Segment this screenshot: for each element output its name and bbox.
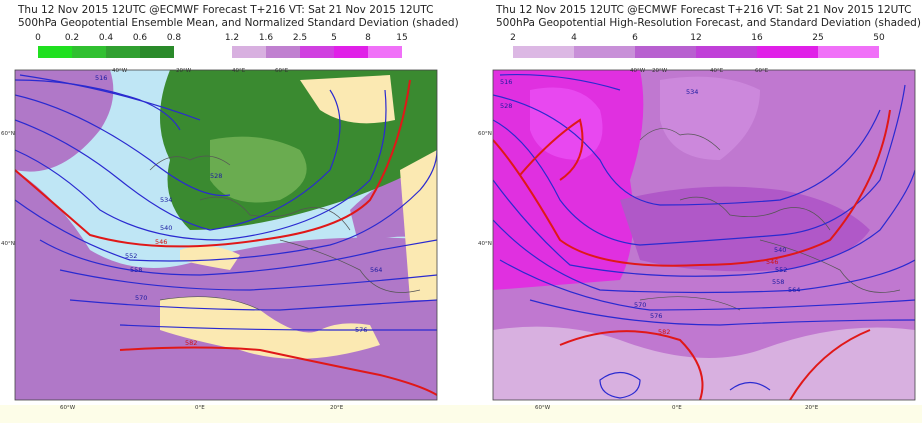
lon-label: 40°W — [630, 68, 646, 74]
legend-label: 1.6 — [259, 33, 274, 43]
lon-label: 20°E — [330, 405, 344, 411]
contour-label: 540 — [774, 246, 786, 254]
subtitle: 500hPa Geopotential Ensemble Mean, and N… — [18, 17, 459, 29]
contour-label: 576 — [355, 326, 367, 334]
legend-label: 0.4 — [99, 33, 114, 43]
contour-label: 558 — [772, 278, 784, 286]
lon-label: 20°W — [652, 68, 668, 74]
lon-label: 60°E — [755, 68, 769, 74]
contour-label: 570 — [634, 301, 646, 309]
footer-band — [0, 405, 922, 423]
contour-label: 552 — [775, 266, 787, 274]
legend-label: 2 — [510, 33, 516, 43]
legend-label: 8 — [365, 33, 371, 43]
contour-label: 534 — [686, 88, 698, 96]
legend-label: 0.2 — [65, 33, 79, 43]
lat-label: 60°N — [478, 131, 492, 137]
left-panel: Thu 12 Nov 2015 12UTC @ECMWF Forecast T+… — [1, 4, 459, 411]
colorbar: 0 0.2 0.4 0.6 0.8 1.2 1.6 2.5 5 8 15 — [35, 33, 408, 58]
legend-label: 12 — [690, 33, 701, 43]
contour-label: 534 — [160, 196, 172, 204]
contour-label: 516 — [95, 74, 107, 82]
contour-label: 558 — [130, 266, 142, 274]
title: Thu 12 Nov 2015 12UTC @ECMWF Forecast T+… — [495, 4, 911, 16]
colorbar: 2 4 6 12 16 25 50 — [510, 33, 885, 58]
lat-label: 40°N — [1, 241, 15, 247]
title: Thu 12 Nov 2015 12UTC @ECMWF Forecast T+… — [17, 4, 433, 16]
lon-label: 60°W — [60, 405, 76, 411]
legend-label: 0.6 — [133, 33, 148, 43]
legend-label: 25 — [812, 33, 823, 43]
subtitle: 500hPa Geopotential High-Resolution Fore… — [496, 17, 921, 29]
contour-label: 546 — [766, 258, 778, 266]
legend-label: 6 — [632, 33, 638, 43]
map — [15, 70, 437, 400]
lon-label: 40°E — [710, 68, 724, 74]
lon-label: 60°W — [535, 405, 551, 411]
legend-label: 16 — [751, 33, 763, 43]
contour-label: 582 — [185, 339, 197, 347]
lon-label: 60°E — [275, 68, 289, 74]
contour-label: 570 — [135, 294, 147, 302]
contour-label: 582 — [658, 328, 670, 336]
contour-label: 576 — [650, 312, 662, 320]
contour-label: 516 — [500, 78, 512, 86]
lat-label: 40°N — [478, 241, 492, 247]
lon-label: 0°E — [195, 405, 205, 411]
legend-label: 1.2 — [225, 33, 239, 43]
lon-label: 20°E — [805, 405, 819, 411]
lon-label: 0°E — [672, 405, 682, 411]
contour-label: 540 — [160, 224, 172, 232]
legend-label: 4 — [571, 33, 577, 43]
legend-label: 15 — [396, 33, 407, 43]
legend-label: 5 — [331, 33, 337, 43]
contour-label: 552 — [125, 252, 137, 260]
contour-label: 528 — [210, 172, 222, 180]
contour-label: 564 — [370, 266, 382, 274]
contour-label: 564 — [788, 286, 800, 294]
legend-label: 0.8 — [167, 33, 182, 43]
map — [493, 70, 915, 400]
right-panel: Thu 12 Nov 2015 12UTC @ECMWF Forecast T+… — [478, 4, 921, 411]
lon-label: 40°W — [112, 68, 128, 74]
legend-label: 0 — [35, 33, 41, 43]
contour-label: 546 — [155, 238, 167, 246]
contour-label: 528 — [500, 102, 512, 110]
legend-label: 50 — [873, 33, 885, 43]
lon-label: 40°E — [232, 68, 246, 74]
legend-label: 2.5 — [293, 33, 307, 43]
lat-label: 60°N — [1, 131, 15, 137]
lon-label: 20°W — [176, 68, 192, 74]
